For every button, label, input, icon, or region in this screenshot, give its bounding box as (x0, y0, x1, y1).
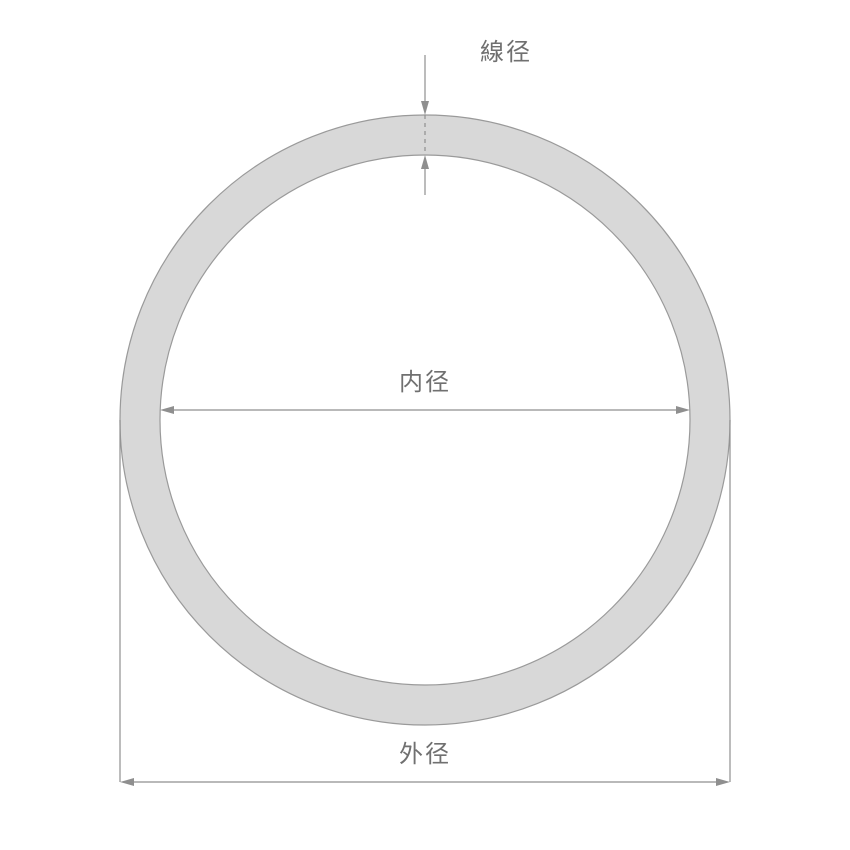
wire-diameter-label: 線径 (480, 39, 532, 66)
inner-diameter-dimension: 内径 (160, 369, 690, 414)
outer-diameter-label: 外径 (399, 741, 451, 768)
inner-diameter-label: 内径 (399, 369, 451, 396)
ring-shape (120, 115, 730, 725)
oring-diagram: 内径外径 線径 (0, 0, 850, 850)
